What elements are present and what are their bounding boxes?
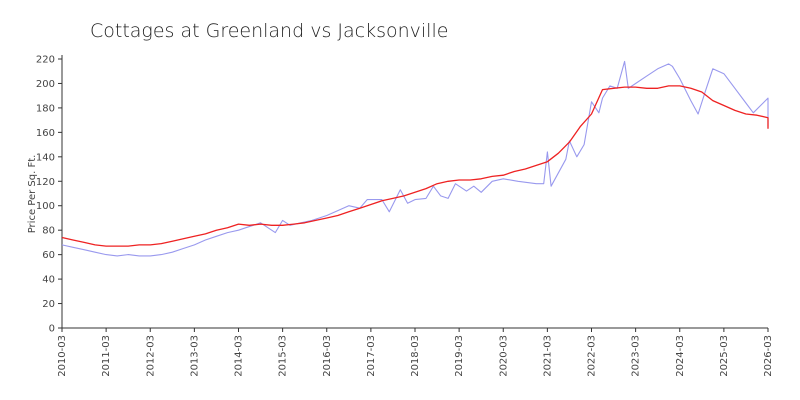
y-tick-label: 0 [49,324,55,335]
y-tick-label: 40 [42,275,55,286]
series-line-1 [61,60,769,257]
x-tick-label: 2019-03 [454,335,465,377]
y-tick-label: 180 [36,103,55,114]
x-tick-label: 2011-03 [101,335,112,377]
y-axis-label-group: Price Per Sq. Ft. [27,155,38,234]
x-tick-label: 2018-03 [410,335,421,377]
y-tick-label: 20 [42,299,55,310]
x-tick-label: 2024-03 [675,335,686,377]
y-axis-label: Price Per Sq. Ft. [27,155,38,234]
y-tick-label: 100 [36,201,55,212]
y-tick-label: 220 [36,55,55,66]
x-tick-label: 2025-03 [719,335,730,377]
x-tick-label: 2022-03 [587,335,598,377]
y-tick-label: 120 [36,177,55,188]
x-tick-label: 2023-03 [631,335,642,377]
x-tick-label: 2014-03 [234,335,245,377]
series-line-2 [61,85,769,247]
x-tick-label: 2012-03 [145,335,156,377]
y-tick-label: 80 [42,226,55,237]
x-tick-label: 2010-03 [57,335,68,377]
x-tick-label: 2016-03 [322,335,333,377]
axes: 0 20 40 60 80 100 120 140 160 180 200 220 2010-03 201… [36,55,774,377]
x-tick-label: 2020-03 [498,335,509,377]
x-tick-label: 2021-03 [542,335,553,377]
x-tick-label: 2026-03 [763,335,774,377]
chart-title: Cottages at Greenland vs Jacksonville [90,20,448,42]
y-tick-label: 200 [36,79,55,90]
x-tick-label: 2015-03 [278,335,289,377]
series-layer [61,60,769,257]
y-tick-label: 60 [42,250,55,261]
y-tick-label: 140 [36,152,55,163]
y-tick-label: 160 [36,128,55,139]
x-tick-label: 2017-03 [366,335,377,377]
x-tick-label: 2013-03 [189,335,200,377]
